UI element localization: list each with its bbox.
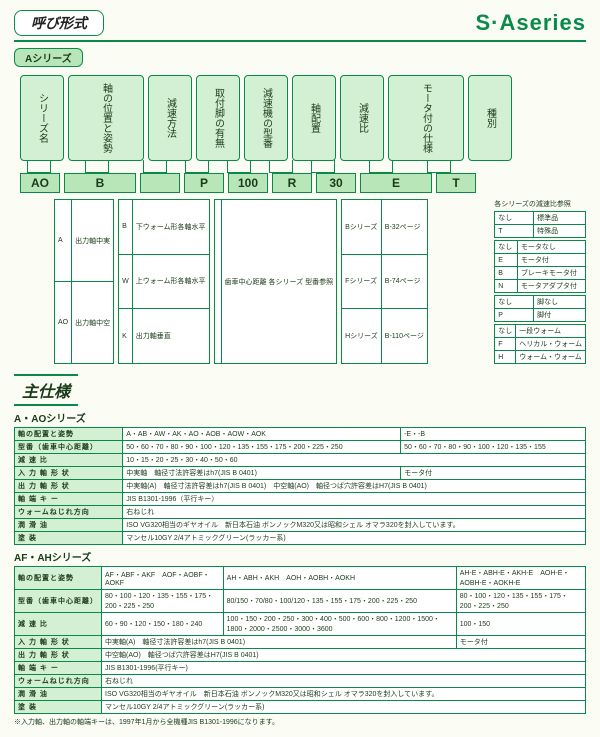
brand-logo: S·Aseries [475,10,586,36]
label-box: 減速方法 [148,75,192,161]
code-box: R [272,173,312,193]
spec-af-title: AF・AHシリーズ [14,549,586,564]
label-row: シリーズ名軸の位置と姿勢減速方法取付脚の有無減速機の型番軸配置減速比モータ付の仕… [20,75,586,161]
code-box: 100 [228,173,268,193]
series-badge: Aシリーズ [14,48,83,67]
code-box: 30 [316,173,356,193]
table-gear: 歯車中心距離 各シリーズ 型番参照 [214,199,338,364]
code-box: B [64,173,136,193]
spec-a-table: 軸の配置と姿勢A・AB・AW・AK・AO・AOB・AOW・AOK-E・-B型番（… [14,427,586,545]
label-box: シリーズ名 [20,75,64,161]
spec-a-title: A・AOシリーズ [14,410,586,425]
table-a: A出力軸中実AO出力軸中空 [54,199,114,364]
code-box: P [184,173,224,193]
label-box: 軸の位置と姿勢 [68,75,144,161]
code-box: AO [20,173,60,193]
spec-af-table: 軸の配置と姿勢AF・ABF・AKF AOF・AOBF・AOKFAH・ABH・AK… [14,566,586,714]
table-series: BシリーズB-32ページFシリーズB-74ページHシリーズB-110ページ [341,199,428,364]
table-p: なし脚なしP脚付 [494,295,586,322]
code-box: T [436,173,476,193]
table-worm: なし一段ウォームFヘリカル・ウォームHウォーム・ウォーム [494,324,586,364]
label-box: 種別 [468,75,512,161]
label-box: 減速機の型番 [244,75,288,161]
table-motor: なしモータなしEモータ付Bブレーキモータ付Nモータアダプタ付 [494,240,586,293]
label-box: モータ付の仕様 [388,75,464,161]
table-bwk: B下ウォーム形各軸水平W上ウォーム形各軸水平K出力軸垂直 [118,199,209,364]
code-box: E [360,173,432,193]
label-box: 軸配置 [292,75,336,161]
table-t: なし標準品T特殊品 [494,211,586,238]
label-box: 取付脚の有無 [196,75,240,161]
code-row: AOB P100R30ET [20,173,586,193]
section-title: 主仕様 [14,374,78,406]
page-title: 呼び形式 [14,10,104,36]
ratio-note: 各シリーズの減速比参照 [494,199,586,209]
code-box [140,173,180,193]
label-box: 減速比 [340,75,384,161]
footnote: ※入力軸、出力軸の軸端キーは、1997年1月から全機種JIS B1301-199… [14,717,586,727]
callouts: A出力軸中実AO出力軸中空 B下ウォーム形各軸水平W上ウォーム形各軸水平K出力軸… [54,199,586,364]
